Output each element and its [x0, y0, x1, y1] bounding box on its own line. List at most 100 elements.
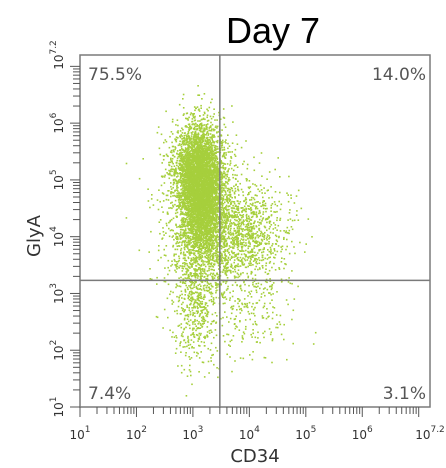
scatter-point: [213, 152, 216, 154]
scatter-point: [218, 238, 220, 241]
scatter-point: [219, 118, 222, 120]
scatter-point: [210, 178, 213, 180]
scatter-point: [208, 242, 210, 244]
scatter-point: [208, 208, 211, 210]
scatter-point: [210, 180, 212, 183]
scatter-point: [189, 128, 191, 131]
scatter-point: [205, 247, 208, 250]
scatter-point: [185, 134, 187, 137]
scatter-point: [214, 197, 216, 199]
scatter-point: [189, 220, 191, 222]
scatter-point: [191, 259, 193, 261]
scatter-point: [212, 165, 214, 168]
scatter-point: [213, 190, 216, 192]
scatter-point: [198, 162, 201, 165]
scatter-point: [173, 194, 176, 197]
scatter-point: [201, 231, 204, 234]
scatter-point: [197, 133, 200, 136]
scatter-point: [216, 206, 218, 208]
scatter-point: [203, 204, 205, 207]
scatter-point: [189, 146, 191, 148]
scatter-point: [178, 198, 180, 201]
scatter-point: [216, 198, 218, 201]
scatter-point: [192, 240, 194, 243]
scatter-point: [208, 238, 210, 240]
scatter-point: [171, 141, 173, 144]
scatter-point: [207, 161, 209, 163]
scatter-point: [215, 210, 217, 213]
scatter-point: [178, 169, 181, 171]
scatter-point: [212, 162, 215, 165]
scatter-point: [216, 192, 218, 195]
scatter-point: [220, 191, 223, 193]
scatter-point: [187, 204, 189, 207]
scatter-point: [191, 144, 193, 147]
scatter-point: [220, 257, 222, 259]
scatter-point: [205, 128, 208, 130]
scatter-point: [208, 161, 210, 164]
scatter-point: [205, 134, 207, 136]
scatter-point: [183, 182, 185, 184]
scatter-point: [190, 126, 193, 129]
scatter-point: [189, 209, 192, 212]
scatter-point: [217, 206, 220, 209]
scatter-point: [182, 181, 185, 183]
scatter-point: [180, 196, 183, 199]
scatter-point: [177, 181, 180, 183]
scatter-point: [207, 193, 209, 195]
scatter-point: [190, 190, 192, 193]
scatter-point: [204, 152, 207, 155]
scatter-point: [214, 145, 217, 147]
scatter-point: [204, 215, 206, 217]
scatter-point: [174, 173, 176, 175]
scatter-point: [234, 155, 237, 157]
scatter-point: [202, 132, 205, 134]
scatter-point: [192, 211, 194, 213]
scatter-point: [181, 226, 184, 228]
scatter-point: [170, 165, 173, 168]
scatter-point: [221, 203, 223, 206]
scatter-point: [215, 181, 218, 183]
scatter-point: [187, 210, 189, 212]
scatter-point: [210, 101, 212, 104]
scatter-point: [174, 171, 177, 174]
scatter-point: [162, 193, 165, 195]
scatter-point: [191, 123, 193, 126]
scatter-point: [204, 129, 206, 132]
scatter-point: [193, 158, 196, 160]
scatter-point: [176, 119, 179, 121]
scatter-point: [216, 216, 219, 218]
scatter-point: [220, 161, 223, 163]
scatter-point: [196, 257, 199, 259]
scatter-point: [202, 157, 204, 159]
scatter-point: [180, 228, 183, 231]
scatter-point: [211, 98, 213, 101]
scatter-point: [186, 271, 188, 274]
scatter-point: [201, 155, 203, 158]
scatter-point: [188, 218, 190, 220]
scatter-point: [175, 138, 178, 141]
scatter-point: [224, 157, 227, 159]
scatter-point: [221, 149, 224, 151]
scatter-point: [207, 143, 209, 145]
scatter-point: [188, 207, 191, 210]
scatter-point: [207, 228, 210, 230]
scatter-point: [202, 246, 204, 248]
scatter-point: [206, 114, 209, 117]
scatter-point: [214, 188, 217, 190]
scatter-point: [212, 241, 214, 244]
scatter-point: [172, 204, 174, 207]
scatter-point: [202, 138, 205, 140]
scatter-point: [181, 142, 184, 145]
scatter-point: [189, 251, 191, 254]
scatter-point: [194, 132, 196, 134]
scatter-point: [235, 240, 238, 243]
scatter-point: [214, 172, 216, 174]
scatter-point: [185, 189, 187, 191]
scatter-point: [214, 208, 216, 210]
scatter-point: [200, 125, 203, 128]
scatter-point: [198, 241, 200, 244]
scatter-point: [177, 180, 180, 182]
scatter-point: [209, 126, 212, 128]
